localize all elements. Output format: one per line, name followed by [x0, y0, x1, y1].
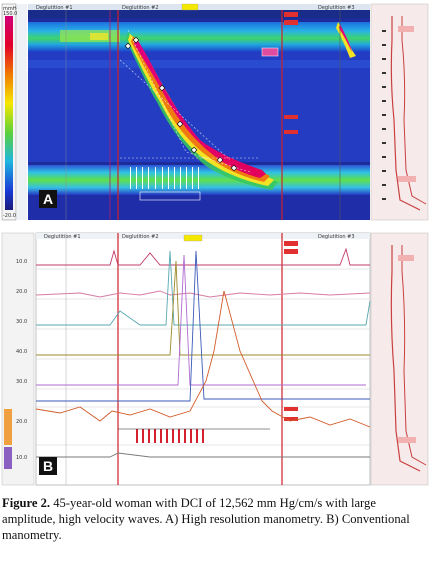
anatomy-diagram	[370, 232, 429, 486]
color-scale-unit: mmHg	[3, 6, 20, 12]
hrm-plot: mmHg 150.0 -20.0	[1, 3, 429, 221]
swallow-marker-2: Deglutition #2	[122, 234, 159, 240]
figure-caption: Figure 2. 45-year-old woman with DCI of …	[2, 495, 426, 543]
channel-value: 40.0	[16, 349, 27, 355]
depth-axis	[17, 4, 27, 220]
hrm-panel: mmHg 150.0 -20.0	[0, 0, 430, 226]
color-scale-max: 150.0	[3, 11, 17, 17]
swallow-marker-2: Deglutition #2	[122, 5, 159, 11]
conventional-plot: 10.0 20.0 30.0 40.0 30.0 20.0 10.0 Deglu…	[0, 231, 430, 487]
figure-label: Figure 2.	[2, 496, 51, 510]
pressure-wave-mid	[128, 34, 274, 186]
pressure-traces	[35, 247, 371, 458]
channel-value: 20.0	[16, 419, 27, 425]
swallow-marker-lines	[117, 4, 283, 220]
swallow-marker-3: Deglutition #3	[318, 234, 355, 240]
channel-tag-les	[4, 409, 12, 445]
channel-value: 20.0	[16, 289, 27, 295]
channel-value: 30.0	[16, 379, 27, 385]
relaxation-bars	[136, 429, 204, 443]
panel-b-label: B	[39, 457, 57, 475]
color-scale-bar	[5, 16, 13, 210]
channel-tag-stomach	[4, 447, 12, 469]
swallow-marker-3: Deglutition #3	[318, 5, 355, 11]
panel-a-label: A	[39, 190, 57, 208]
channel-value: 10.0	[16, 259, 27, 265]
channel-values: 10.0 20.0 30.0 40.0 30.0 20.0 10.0	[16, 259, 27, 461]
color-scale-min: -20.0	[3, 213, 16, 219]
anatomy-diagram	[370, 3, 429, 221]
channel-value: 30.0	[16, 319, 27, 325]
isocontour-markers	[124, 36, 238, 172]
swallow-marker-lines	[117, 233, 283, 485]
channel-value: 10.0	[16, 455, 27, 461]
swallow-marker-1: Deglutition #1	[44, 234, 81, 240]
conventional-panel: 10.0 20.0 30.0 40.0 30.0 20.0 10.0 Deglu…	[0, 231, 430, 487]
swallow-marker-1: Deglutition #1	[36, 5, 73, 11]
figure-caption-text: 45-year-old woman with DCI of 12,562 mm …	[2, 496, 410, 542]
swallow-event-bars	[130, 167, 199, 189]
